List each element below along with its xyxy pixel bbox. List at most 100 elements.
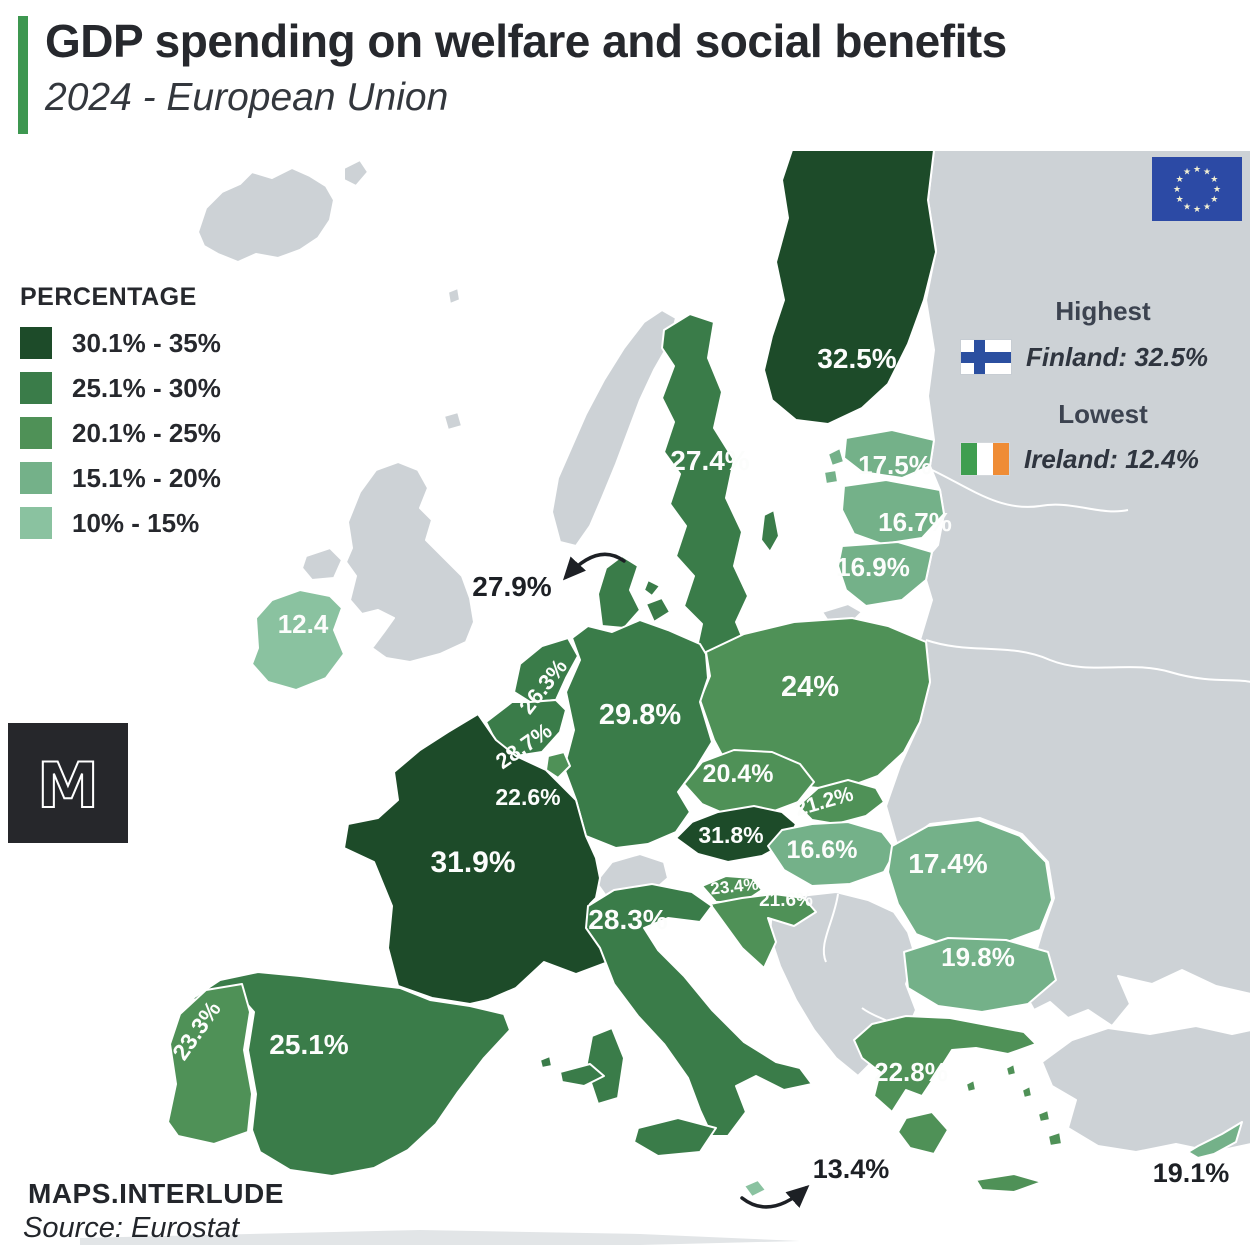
finland-flag-cross-horizontal [961, 352, 1011, 363]
legend-label: 15.1% - 20% [72, 462, 221, 493]
value-label-hungary: 16.6% [787, 836, 858, 864]
legend-label: 30.1% - 35% [72, 327, 221, 358]
value-label-malta: 13.4% [813, 1154, 890, 1184]
africa-coast-strip [80, 1230, 800, 1245]
country-spain [189, 971, 511, 1177]
logo-monogram: M [36, 748, 100, 823]
value-label-finland: 32.5% [817, 343, 896, 374]
svg-text:★: ★ [1183, 168, 1191, 178]
finland-flag-icon [960, 339, 1012, 375]
value-label-slovenia: 23.4% [709, 875, 759, 899]
legend-swatch-15-20 [20, 462, 52, 494]
value-label-czechia: 20.4% [703, 760, 774, 788]
page-title: GDP spending on welfare and social benef… [45, 15, 1007, 67]
denmark-arrow [562, 552, 626, 581]
island-crete [975, 1173, 1043, 1193]
value-label-germany: 29.8% [599, 699, 681, 731]
country-greece [853, 1015, 1037, 1113]
highest-heading: Highest [1055, 296, 1151, 326]
value-label-ireland: 12.4 [278, 609, 329, 639]
legend: PERCENTAGE 30.1% - 35% 25.1% - 30% 20.1%… [20, 283, 280, 551]
maps-interlude-logo: M [8, 723, 128, 843]
lowest-heading: Lowest [1058, 399, 1148, 429]
logo-letter-m: M [37, 749, 99, 822]
country-finland [763, 149, 937, 425]
country-austria [675, 805, 797, 863]
source-text: Source: Eurostat [23, 1212, 239, 1244]
svg-text:★: ★ [1176, 195, 1184, 205]
svg-text:★: ★ [1213, 185, 1221, 195]
value-label-sweden: 27.4% [670, 445, 749, 476]
value-label-spain: 25.1% [269, 1029, 348, 1060]
map-callout-labels: 27.9% 13.4% 19.1% [472, 571, 1229, 1188]
svg-text:★: ★ [1183, 202, 1191, 212]
value-label-croatia: 21.6% [759, 890, 813, 911]
country-ireland [251, 589, 345, 691]
value-label-austria: 31.8% [698, 822, 763, 848]
country-slovakia [797, 779, 885, 825]
country-germany [563, 619, 713, 849]
country-poland [699, 617, 931, 791]
country-cyprus [1187, 1121, 1243, 1159]
value-label-lithuania: 16.9% [836, 552, 910, 582]
value-label-poland: 24% [781, 671, 839, 703]
border-belarus-ukraine [925, 639, 1251, 683]
island-sicily [633, 1117, 717, 1157]
legend-row: 30.1% - 35% [20, 326, 280, 360]
islands-aegean [965, 1063, 1063, 1147]
islands-estonia [823, 447, 845, 485]
legend-swatch-10-15 [20, 507, 52, 539]
map-value-labels: 32.5% 27.4% 17.5% 16.7% 16.9% 12.4 26.3%… [167, 343, 1015, 1087]
legend-row: 25.1% - 30% [20, 371, 280, 405]
value-label-greece: 22.8% [874, 1057, 948, 1087]
country-sweden [661, 313, 749, 663]
svg-text:★: ★ [1210, 195, 1218, 205]
highest-row: Finland: 32.5% [960, 339, 1246, 375]
value-label-cyprus: 19.1% [1153, 1158, 1230, 1188]
page-subtitle: 2024 - European Union [45, 76, 449, 119]
country-turkey [1041, 1025, 1251, 1153]
lowest-row: Ireland: 12.4% [960, 442, 1246, 476]
malta-arrow [740, 1184, 810, 1209]
country-malta [743, 1179, 767, 1198]
ireland-flag-green [961, 443, 977, 475]
country-portugal [167, 983, 253, 1145]
legend-swatch-30-35 [20, 327, 52, 359]
value-label-luxembourg: 22.6% [495, 784, 560, 810]
region-northern-ireland [301, 547, 343, 581]
value-label-romania: 17.4% [908, 848, 987, 879]
svg-text:★: ★ [1176, 175, 1184, 185]
brand-text: MAPS.INTERLUDE [28, 1178, 284, 1209]
svg-text:★: ★ [1193, 165, 1201, 175]
legend-heading: PERCENTAGE [20, 283, 197, 311]
eu-flag: ★ ★ ★ ★ ★ ★ ★ ★ ★ ★ ★ ★ [1152, 157, 1242, 221]
country-estonia [843, 429, 935, 479]
value-label-bulgaria: 19.8% [941, 942, 1015, 972]
highest-value-label: Finland: 32.5% [1026, 341, 1209, 372]
legend-swatch-25-30 [20, 372, 52, 404]
islands-denmark [643, 579, 671, 623]
border-russia-belarus [931, 469, 1129, 513]
legend-row: 20.1% - 25% [20, 416, 280, 450]
country-luxembourg [545, 751, 571, 779]
legend-label: 20.1% - 25% [72, 417, 221, 448]
title-accent-bar [18, 16, 28, 134]
country-latvia [841, 479, 945, 545]
svg-text:★: ★ [1210, 175, 1218, 185]
country-lithuania [837, 541, 933, 607]
extremes-panel: Highest Finland: 32.5% Lowest Ireland: 1… [960, 296, 1246, 476]
value-label-latvia: 16.7% [878, 507, 952, 537]
region-peloponnese [897, 1111, 949, 1155]
svg-text:★: ★ [1173, 185, 1181, 195]
lowest-value-label: Ireland: 12.4% [1024, 443, 1199, 474]
ireland-flag-icon [960, 442, 1010, 476]
country-bulgaria [903, 937, 1057, 1013]
legend-label: 10% - 15% [72, 507, 200, 538]
country-france [343, 713, 609, 1005]
value-label-italy: 28.3% [588, 904, 667, 935]
legend-row: 10% - 15% [20, 506, 280, 540]
svg-text:★: ★ [1193, 205, 1201, 215]
svg-text:★: ★ [1203, 202, 1211, 212]
border-bosnia-serbia [822, 893, 839, 963]
